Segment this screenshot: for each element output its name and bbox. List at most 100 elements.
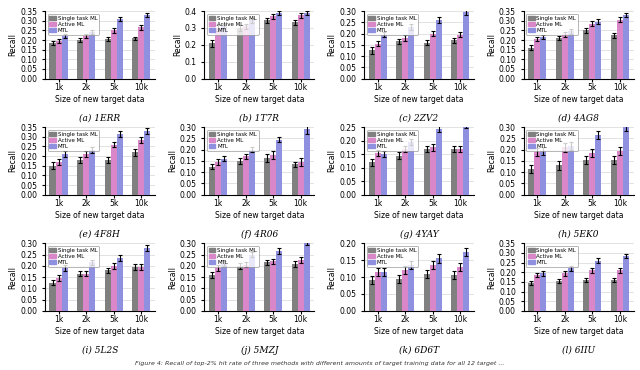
Bar — [270, 261, 276, 311]
Bar — [138, 267, 144, 311]
Bar — [381, 272, 387, 311]
Bar — [534, 275, 540, 311]
Bar — [436, 128, 442, 195]
Legend: Single task ML, Active ML, MTL: Single task ML, Active ML, MTL — [47, 246, 99, 267]
Bar — [144, 131, 150, 195]
Bar — [264, 20, 270, 78]
Bar — [83, 36, 89, 78]
X-axis label: Size of new target data: Size of new target data — [55, 95, 145, 104]
Bar — [61, 154, 68, 195]
Bar — [264, 158, 270, 195]
Bar — [396, 41, 402, 78]
Y-axis label: Recall: Recall — [168, 266, 177, 289]
Text: (g) 4YAY: (g) 4YAY — [399, 230, 438, 239]
Bar — [61, 36, 68, 78]
Bar — [381, 35, 387, 78]
Bar — [369, 162, 374, 195]
Bar — [132, 152, 138, 195]
Legend: Single task ML, Active ML, MTL: Single task ML, Active ML, MTL — [526, 130, 578, 151]
Bar — [209, 275, 215, 311]
Y-axis label: Recall: Recall — [328, 149, 337, 172]
Bar — [89, 262, 95, 311]
Bar — [562, 273, 568, 311]
Bar — [89, 150, 95, 195]
Text: (k) 6D6T: (k) 6D6T — [399, 346, 439, 355]
Bar — [49, 283, 56, 311]
Bar — [56, 41, 61, 78]
Bar — [374, 272, 381, 311]
X-axis label: Size of new target data: Size of new target data — [55, 327, 145, 336]
Bar — [292, 264, 298, 311]
Bar — [451, 149, 457, 195]
X-axis label: Size of new target data: Size of new target data — [214, 327, 304, 336]
Legend: Single task ML, Active ML, MTL: Single task ML, Active ML, MTL — [207, 14, 259, 35]
Bar — [457, 149, 463, 195]
Bar — [298, 15, 304, 78]
Bar — [83, 274, 89, 311]
Y-axis label: Recall: Recall — [487, 33, 496, 56]
Bar — [77, 274, 83, 311]
Bar — [243, 265, 249, 311]
Y-axis label: Recall: Recall — [173, 33, 182, 56]
Bar — [249, 20, 255, 78]
Bar — [583, 160, 589, 195]
Bar — [540, 37, 547, 78]
Bar — [457, 35, 463, 78]
Bar — [451, 275, 457, 311]
Y-axis label: Recall: Recall — [487, 149, 496, 172]
Bar — [132, 267, 138, 311]
Bar — [104, 160, 111, 195]
Bar — [374, 44, 381, 78]
Bar — [276, 13, 282, 78]
Bar — [116, 134, 123, 195]
Bar — [396, 279, 402, 311]
X-axis label: Size of new target data: Size of new target data — [214, 95, 304, 104]
Bar — [209, 166, 215, 195]
Bar — [264, 262, 270, 311]
Bar — [144, 248, 150, 311]
Bar — [215, 268, 221, 311]
Legend: Single task ML, Active ML, MTL: Single task ML, Active ML, MTL — [526, 14, 578, 35]
Bar — [243, 26, 249, 78]
Bar — [595, 260, 602, 311]
Bar — [369, 50, 374, 78]
Bar — [249, 150, 255, 195]
Bar — [623, 127, 629, 195]
Text: (d) 4AG8: (d) 4AG8 — [558, 114, 599, 123]
Bar — [292, 164, 298, 195]
Bar — [534, 152, 540, 195]
Bar — [209, 43, 215, 78]
Text: (l) 6IIU: (l) 6IIU — [562, 346, 595, 355]
Y-axis label: Recall: Recall — [8, 149, 17, 172]
Legend: Single task ML, Active ML, MTL: Single task ML, Active ML, MTL — [47, 14, 99, 35]
X-axis label: Size of new target data: Size of new target data — [374, 211, 464, 220]
Bar — [77, 40, 83, 78]
Bar — [463, 12, 469, 78]
Text: (i) 5L2S: (i) 5L2S — [82, 346, 118, 355]
Bar — [556, 165, 562, 195]
Bar — [221, 263, 227, 311]
Bar — [583, 280, 589, 311]
Bar — [617, 20, 623, 78]
Bar — [556, 38, 562, 78]
Bar — [562, 148, 568, 195]
Bar — [424, 274, 429, 311]
X-axis label: Size of new target data: Size of new target data — [374, 95, 464, 104]
Bar — [408, 265, 414, 311]
Bar — [369, 280, 374, 311]
Bar — [617, 270, 623, 311]
Bar — [589, 24, 595, 78]
Bar — [540, 151, 547, 195]
Bar — [623, 256, 629, 311]
Text: (a) 1ERR: (a) 1ERR — [79, 114, 120, 123]
Text: (f) 4R06: (f) 4R06 — [241, 230, 278, 239]
Bar — [276, 139, 282, 195]
Y-axis label: Recall: Recall — [487, 266, 496, 289]
Bar — [292, 22, 298, 78]
Bar — [111, 266, 116, 311]
Bar — [429, 34, 436, 78]
Legend: Single task ML, Active ML, MTL: Single task ML, Active ML, MTL — [367, 14, 418, 35]
Bar — [463, 124, 469, 195]
Bar — [528, 283, 534, 311]
Bar — [237, 28, 243, 78]
